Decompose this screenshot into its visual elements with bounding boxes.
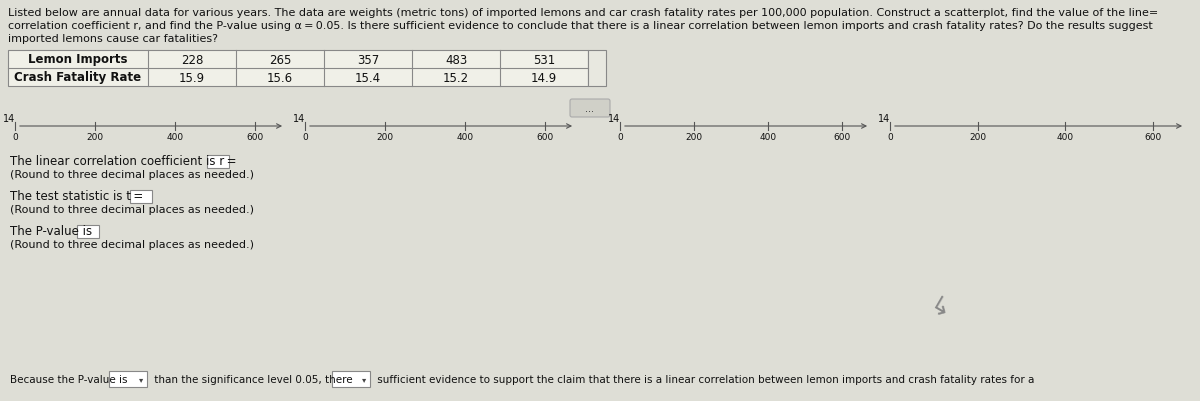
- Text: 15.4: 15.4: [355, 71, 382, 84]
- Text: 265: 265: [269, 53, 292, 66]
- Text: 0: 0: [617, 133, 623, 142]
- Text: The P-value is: The P-value is: [10, 225, 96, 237]
- Text: 200: 200: [970, 133, 986, 142]
- Text: imported lemons cause car fatalities?: imported lemons cause car fatalities?: [8, 34, 218, 44]
- Text: ...: ...: [586, 104, 594, 114]
- Text: 600: 600: [246, 133, 264, 142]
- Text: 600: 600: [1145, 133, 1162, 142]
- Text: 400: 400: [167, 133, 184, 142]
- Text: 357: 357: [356, 53, 379, 66]
- Text: Crash Fatality Rate: Crash Fatality Rate: [14, 71, 142, 84]
- Text: The test statistic is t =: The test statistic is t =: [10, 190, 148, 203]
- Bar: [109, 371, 146, 387]
- Text: correlation coefficient r, and find the P-value using α = 0.05. Is there suffici: correlation coefficient r, and find the …: [8, 21, 1153, 31]
- FancyBboxPatch shape: [570, 100, 610, 118]
- Text: 14.9: 14.9: [530, 71, 557, 84]
- Text: 14: 14: [2, 114, 14, 124]
- Text: 228: 228: [181, 53, 203, 66]
- Bar: [77, 225, 100, 239]
- Bar: [588, 51, 606, 87]
- Bar: [206, 156, 229, 168]
- Text: ↳: ↳: [925, 294, 955, 325]
- Text: 0: 0: [302, 133, 308, 142]
- Text: 400: 400: [760, 133, 776, 142]
- Text: than the significance level 0.05, there: than the significance level 0.05, there: [151, 374, 355, 384]
- Text: 531: 531: [533, 53, 556, 66]
- Text: 600: 600: [833, 133, 850, 142]
- Bar: [8, 51, 588, 87]
- Text: 483: 483: [445, 53, 467, 66]
- Text: (Round to three decimal places as needed.): (Round to three decimal places as needed…: [10, 205, 254, 215]
- Text: (Round to three decimal places as needed.): (Round to three decimal places as needed…: [10, 239, 254, 249]
- Bar: [332, 371, 371, 387]
- Text: 15.6: 15.6: [266, 71, 293, 84]
- Text: 0: 0: [887, 133, 893, 142]
- Text: ▾: ▾: [138, 375, 143, 383]
- Text: Because the P-value is: Because the P-value is: [10, 374, 131, 384]
- Text: 400: 400: [456, 133, 474, 142]
- Text: Lemon Imports: Lemon Imports: [29, 53, 127, 66]
- Text: 0: 0: [12, 133, 18, 142]
- Text: 14: 14: [293, 114, 305, 124]
- Text: 15.2: 15.2: [443, 71, 469, 84]
- Text: 200: 200: [377, 133, 394, 142]
- Text: ▾: ▾: [362, 375, 366, 383]
- Text: Listed below are annual data for various years. The data are weights (metric ton: Listed below are annual data for various…: [8, 8, 1158, 18]
- Text: 15.9: 15.9: [179, 71, 205, 84]
- Text: 200: 200: [86, 133, 103, 142]
- Text: The linear correlation coefficient is r =: The linear correlation coefficient is r …: [10, 155, 240, 168]
- Text: 600: 600: [536, 133, 553, 142]
- Text: 14: 14: [607, 114, 620, 124]
- Text: sufficient evidence to support the claim that there is a linear correlation betw: sufficient evidence to support the claim…: [374, 374, 1034, 384]
- Text: 14: 14: [877, 114, 890, 124]
- Text: 400: 400: [1057, 133, 1074, 142]
- Text: (Round to three decimal places as needed.): (Round to three decimal places as needed…: [10, 170, 254, 180]
- Text: 200: 200: [685, 133, 702, 142]
- Bar: [130, 190, 152, 203]
